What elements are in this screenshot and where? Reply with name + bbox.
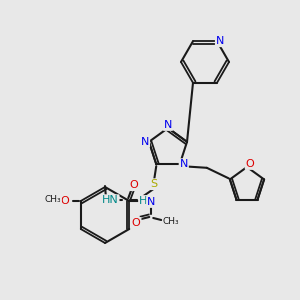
- Text: N: N: [141, 137, 149, 147]
- Text: N: N: [216, 36, 224, 46]
- Text: N: N: [147, 197, 155, 207]
- Text: HN: HN: [102, 195, 119, 205]
- Text: O: O: [246, 159, 254, 169]
- Text: N: N: [164, 120, 172, 130]
- Text: N: N: [180, 159, 188, 169]
- Text: S: S: [151, 179, 158, 189]
- Text: H: H: [139, 196, 147, 206]
- Text: O: O: [132, 218, 141, 228]
- Text: CH₃: CH₃: [163, 217, 180, 226]
- Text: O: O: [130, 180, 139, 190]
- Text: CH₃: CH₃: [44, 196, 61, 205]
- Text: O: O: [60, 196, 69, 206]
